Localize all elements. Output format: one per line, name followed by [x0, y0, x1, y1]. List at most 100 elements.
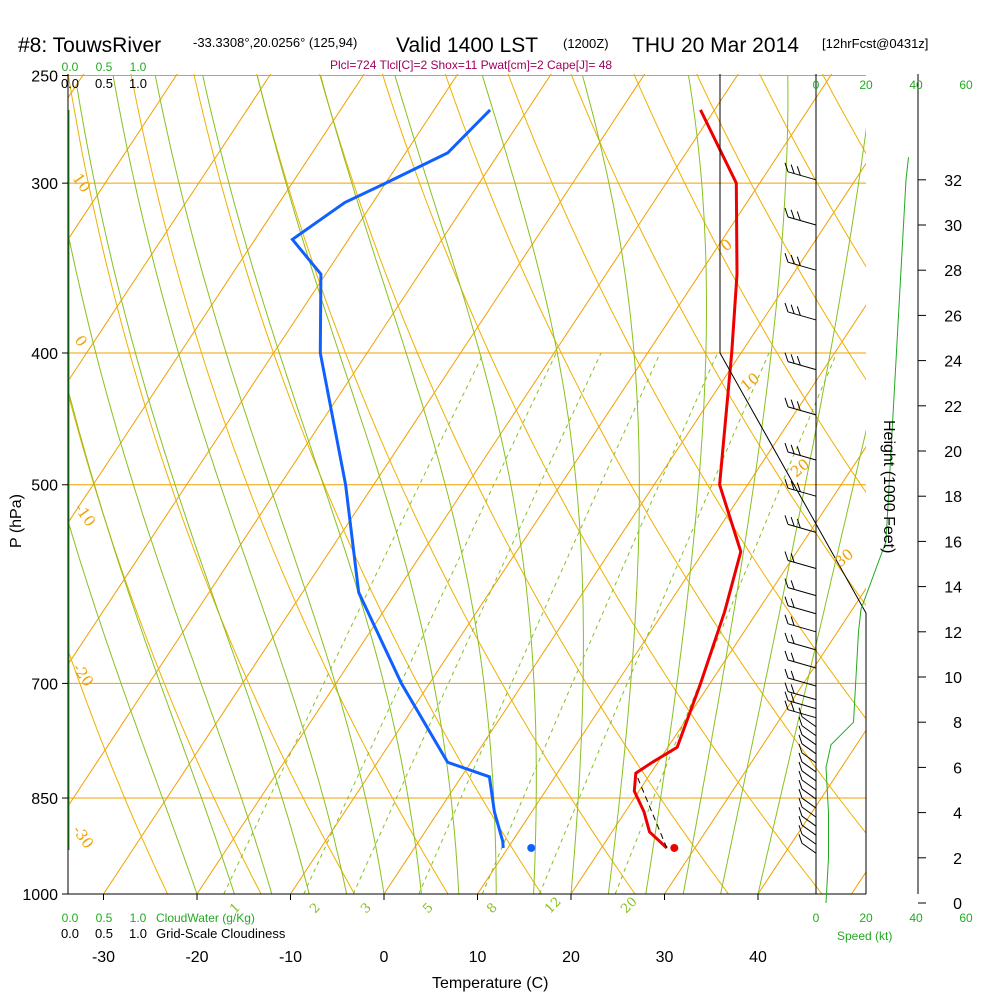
speed-tick-label: 20: [859, 78, 873, 92]
valid-zulu: (1200Z): [563, 36, 609, 51]
isotherm-label: 0: [71, 332, 91, 350]
pressure-tick-label: 850: [31, 791, 58, 808]
dry-adiabat-line: [256, 74, 636, 894]
wind-barb-flag: [798, 807, 803, 817]
height-tick-label: 26: [944, 308, 962, 325]
wind-barb-flag: [790, 684, 795, 694]
mixing-ratio-label: 3: [358, 900, 374, 916]
wind-barb-flag: [796, 482, 801, 492]
isotherm-line: [68, 74, 459, 666]
moist-adiabat-line: [202, 75, 422, 894]
wind-barb-flag: [790, 652, 795, 662]
wind-barb-flag: [798, 788, 803, 799]
wind-barb-flag: [796, 401, 801, 411]
cloudiness-tick-label: 0.0: [61, 76, 79, 91]
pressure-axis-label: P (hPa): [8, 494, 25, 548]
wind-barb: [801, 743, 817, 755]
station-coords: -33.3308°,20.0256° (125,94): [193, 35, 357, 50]
wind-barb-flag: [784, 253, 789, 263]
temperature-tick-label: 10: [469, 949, 487, 966]
wind-barb-flag: [790, 516, 795, 527]
wind-barb-flag: [784, 682, 789, 692]
forecast-info: [12hrFcst@0431z]: [822, 36, 928, 51]
dry-adiabat-label: 30: [831, 545, 857, 571]
height-tick-label: 12: [944, 625, 962, 642]
wind-barb: [787, 406, 817, 416]
wind-barb: [787, 451, 817, 461]
height-axis-label: Height (1000 Feet): [880, 420, 897, 553]
moist-adiabat-line: [757, 429, 866, 894]
wind-barb-flag: [798, 834, 803, 844]
pressure-axis-ticks: 250 300 400 500 700 850 1000: [22, 68, 68, 904]
height-tick-label: 6: [953, 760, 962, 777]
pressure-tick-label: 500: [31, 478, 58, 495]
temperature-tick-label: -20: [185, 949, 208, 966]
wind-barb-flag: [796, 256, 801, 266]
isotherm-line: [851, 871, 866, 894]
temperature-tick-label: 0: [380, 949, 389, 966]
wind-barb: [787, 623, 817, 633]
wind-barb: [787, 261, 817, 271]
speed-tick-label: 40: [909, 78, 923, 92]
isotherm-line: [196, 74, 739, 894]
wind-barb-flag: [798, 779, 803, 790]
height-tick-label: 8: [953, 715, 962, 732]
cloudwater-label: CloudWater (g/Kg): [156, 911, 255, 925]
isotherm-line: [757, 729, 866, 894]
pressure-tick-label: 400: [31, 346, 58, 363]
dry-adiabat-line: [68, 74, 356, 894]
cloudiness-tick-label: 0.0: [61, 926, 79, 941]
moist-adiabat-line: [645, 75, 707, 894]
wind-barb-flag: [796, 446, 801, 456]
wind-barb-flag: [798, 816, 803, 826]
sounding-lines: [290, 108, 743, 850]
dry-adiabat-line: [507, 74, 866, 720]
moist-adiabat-line: [481, 75, 584, 894]
moist-adiabat-line: [256, 75, 460, 894]
wind-barb-flag: [784, 442, 789, 453]
moist-adiabat-line: [68, 387, 235, 894]
isotherm-label: -30: [69, 822, 98, 852]
wind-barb-flag: [784, 302, 789, 313]
height-tick-label: 24: [944, 354, 962, 371]
dry-adiabat-line: [319, 74, 730, 894]
cloudwater-tick-label: 0.5: [96, 60, 113, 74]
wind-barb: [787, 677, 817, 687]
speed-axis-top: 0 20 40 60: [813, 78, 973, 92]
dry-adiabat-line: [193, 74, 543, 894]
wind-barb-flag: [784, 578, 789, 588]
isotherm-line: [68, 74, 552, 808]
wind-barb: [801, 761, 817, 773]
background-lines: [68, 74, 866, 894]
cloudwater-tick-label: 0.5: [96, 911, 113, 925]
wind-barb: [787, 691, 817, 701]
wind-barb-flag: [784, 515, 789, 525]
wind-barb-flag: [798, 797, 803, 808]
cloud-axis-bottom: 0.0 0.5 1.0 0.0 0.5 1.0: [61, 911, 147, 941]
height-tick-label: 10: [944, 670, 962, 687]
wind-barb: [801, 770, 817, 782]
dry-adiabat-line: [633, 74, 866, 494]
temperature-tick-label: 30: [656, 949, 674, 966]
temperature-axis-label: Temperature (C): [432, 975, 548, 992]
wind-barb-flag: [790, 634, 795, 644]
wind-barb-flag: [790, 164, 795, 174]
wind-barb-flag: [796, 211, 801, 221]
isotherm-line: [103, 74, 646, 894]
mixing-ratio-label: 20: [618, 895, 640, 917]
moist-adiabat-line: [112, 75, 348, 894]
wind-barb-flag: [790, 598, 795, 608]
cloudwater-tick-label: 1.0: [130, 60, 147, 74]
height-tick-label: 28: [944, 263, 962, 280]
moist-adiabat-line: [682, 75, 789, 894]
mixing-ratio-line: [614, 352, 838, 894]
isotherm-line: [68, 74, 272, 383]
wind-barb-flag: [790, 480, 795, 491]
dry-adiabat-label: 20: [787, 455, 813, 481]
wind-barb: [801, 815, 817, 827]
wind-barb-flag: [790, 616, 795, 626]
wind-barb-flag: [790, 444, 795, 454]
wind-barb-flag: [790, 254, 795, 265]
wind-barb-flag: [790, 702, 795, 712]
wind-barb: [787, 216, 817, 226]
